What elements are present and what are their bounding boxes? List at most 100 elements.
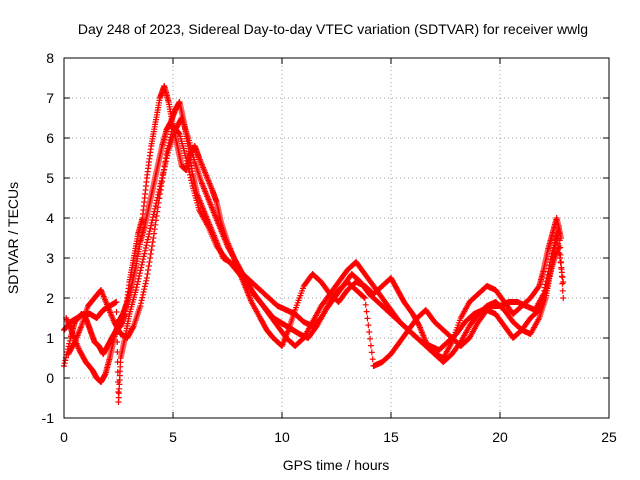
data-point: [545, 268, 552, 275]
data-point: [183, 157, 190, 164]
data-point: [541, 287, 548, 294]
x-axis-label: GPS time / hours: [283, 457, 390, 473]
data-point: [148, 219, 155, 226]
data-point: [551, 239, 558, 246]
data-point: [543, 278, 550, 285]
data-point: [161, 163, 168, 170]
data-point: [61, 360, 68, 367]
data-point: [555, 223, 562, 229]
data-point: [147, 255, 154, 261]
series-2: [63, 99, 567, 385]
data-point: [153, 213, 160, 219]
data-point: [134, 278, 141, 285]
data-point: [152, 221, 159, 228]
data-point: [153, 197, 160, 204]
chart-title: Day 248 of 2023, Sidereal Day-to-day VTE…: [78, 21, 588, 37]
data-point: [361, 295, 368, 301]
x-tick-label: 25: [601, 429, 617, 445]
data-point: [549, 247, 556, 254]
data-point: [139, 259, 146, 265]
data-point: [151, 226, 158, 233]
data-point: [551, 242, 558, 249]
data-point: [146, 231, 153, 237]
data-point: [547, 256, 554, 263]
data-point: [164, 149, 171, 156]
y-axis-label: SDTVAR / TECUs: [5, 182, 21, 294]
data-point: [137, 267, 144, 274]
data-point: [147, 251, 154, 257]
data-point: [142, 245, 149, 251]
x-tick-label: 5: [169, 429, 177, 445]
data-point: [547, 259, 554, 265]
data-point: [147, 222, 154, 229]
data-point: [144, 271, 151, 277]
data-point: [148, 247, 155, 253]
data-point: [155, 189, 162, 195]
data-point: [144, 239, 151, 246]
y-tick-labels: -1 0 1 2 3 4 5 6 7 8: [42, 50, 55, 426]
data-point: [559, 274, 566, 281]
data-point: [559, 287, 566, 294]
data-point: [139, 294, 146, 301]
data-point: [163, 155, 170, 162]
data-point: [161, 166, 168, 173]
data-point: [540, 291, 547, 297]
data-point: [132, 287, 139, 293]
x-tick-label: 20: [492, 429, 508, 445]
data-point: [187, 174, 194, 181]
data-point: [137, 303, 144, 309]
data-point: [145, 233, 152, 240]
data-point: [150, 235, 157, 241]
data-point: [556, 250, 563, 257]
data-point: [550, 245, 557, 251]
data-point: [184, 160, 191, 167]
y-tick-label: 2: [46, 290, 54, 306]
data-point: [160, 169, 167, 176]
data-point: [364, 315, 371, 322]
data-point: [115, 389, 122, 395]
data-point: [155, 191, 162, 198]
y-tick-label: 8: [46, 50, 54, 66]
data-point: [140, 289, 147, 295]
data-point: [114, 339, 121, 345]
data-point: [142, 280, 149, 287]
data-point: [142, 247, 149, 254]
y-tick-label: 6: [46, 130, 54, 146]
data-point: [560, 279, 567, 285]
data-point: [144, 236, 151, 243]
x-tick-label: 15: [383, 429, 399, 445]
data-point: [175, 130, 182, 137]
data-point: [141, 283, 148, 290]
data-point: [557, 259, 564, 266]
data-point: [560, 295, 567, 301]
data-point: [137, 300, 144, 307]
data-point: [134, 281, 141, 288]
data-point: [369, 356, 376, 363]
axis-ticks: [63, 57, 610, 419]
data-point: [149, 243, 156, 249]
data-point: [151, 230, 158, 237]
data-point: [188, 177, 195, 184]
data-point: [157, 180, 164, 187]
data-point: [185, 163, 192, 170]
data-point: [149, 214, 156, 221]
data-point: [66, 340, 73, 347]
data-point: [113, 329, 120, 335]
y-tick-label: 1: [46, 330, 54, 346]
x-tick-label: 0: [60, 429, 68, 445]
data-point: [151, 208, 158, 215]
data-point: [366, 329, 373, 335]
data-point: [542, 281, 549, 288]
data-point: [183, 155, 190, 161]
data-point: [558, 269, 565, 276]
data-point: [368, 349, 375, 356]
data-point: [556, 255, 563, 261]
data-point: [149, 239, 156, 245]
data-point: [365, 322, 372, 329]
data-point: [164, 152, 171, 159]
data-point: [188, 180, 195, 187]
data-point: [141, 250, 148, 257]
data-point: [156, 186, 163, 193]
data-point: [186, 169, 193, 175]
data-point: [149, 217, 156, 223]
